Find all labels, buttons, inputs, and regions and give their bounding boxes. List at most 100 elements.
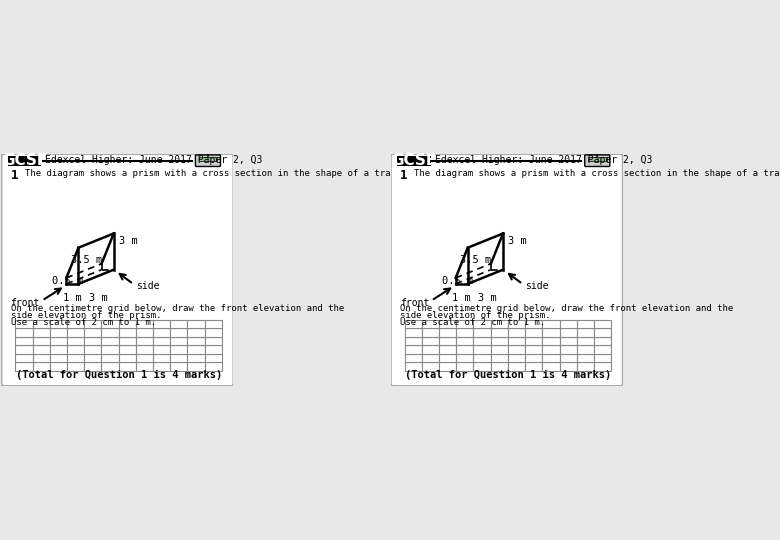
Bar bbox=[559, 337, 576, 346]
FancyBboxPatch shape bbox=[196, 155, 221, 166]
FancyBboxPatch shape bbox=[585, 155, 610, 166]
Bar bbox=[84, 328, 101, 337]
Bar bbox=[542, 337, 559, 346]
Bar bbox=[101, 337, 119, 346]
Bar bbox=[456, 328, 473, 337]
FancyBboxPatch shape bbox=[391, 154, 622, 386]
Bar bbox=[119, 320, 136, 328]
Bar bbox=[187, 346, 204, 354]
Text: 1: 1 bbox=[11, 169, 18, 182]
Bar bbox=[456, 354, 473, 362]
Bar bbox=[136, 320, 153, 328]
Bar bbox=[119, 337, 136, 346]
Text: 3 m: 3 m bbox=[478, 293, 497, 303]
Bar bbox=[405, 346, 422, 354]
Text: On the centimetre grid below, draw the front elevation and the: On the centimetre grid below, draw the f… bbox=[11, 303, 344, 313]
Bar bbox=[576, 362, 594, 371]
Bar bbox=[422, 354, 439, 362]
FancyBboxPatch shape bbox=[397, 156, 431, 166]
Bar bbox=[170, 337, 187, 346]
Bar bbox=[491, 337, 508, 346]
Bar bbox=[153, 346, 170, 354]
Bar bbox=[525, 328, 542, 337]
Text: 3 m: 3 m bbox=[89, 293, 108, 303]
Bar bbox=[405, 354, 422, 362]
Bar bbox=[456, 346, 473, 354]
Bar bbox=[473, 328, 491, 337]
Bar bbox=[33, 320, 50, 328]
Bar bbox=[119, 346, 136, 354]
FancyBboxPatch shape bbox=[8, 156, 41, 166]
Bar bbox=[525, 354, 542, 362]
Bar bbox=[204, 328, 222, 337]
Bar bbox=[33, 328, 50, 337]
Bar bbox=[491, 354, 508, 362]
Text: 0.5 m: 0.5 m bbox=[441, 276, 473, 286]
Bar bbox=[439, 320, 456, 328]
Text: 3 m: 3 m bbox=[508, 235, 526, 246]
Bar bbox=[50, 337, 67, 346]
Bar bbox=[16, 320, 33, 328]
Bar bbox=[119, 362, 136, 371]
Text: (Total for Question 1 is 4 marks): (Total for Question 1 is 4 marks) bbox=[405, 370, 612, 380]
Bar bbox=[439, 337, 456, 346]
Bar bbox=[594, 320, 612, 328]
Bar bbox=[187, 354, 204, 362]
Bar bbox=[136, 346, 153, 354]
Bar bbox=[525, 337, 542, 346]
Bar bbox=[594, 354, 612, 362]
Bar bbox=[508, 354, 525, 362]
Bar bbox=[594, 328, 612, 337]
Bar bbox=[576, 337, 594, 346]
Bar bbox=[16, 346, 33, 354]
Bar bbox=[576, 320, 594, 328]
Bar bbox=[33, 337, 50, 346]
Bar bbox=[422, 337, 439, 346]
Text: 3.5 m: 3.5 m bbox=[71, 255, 102, 265]
Bar bbox=[33, 346, 50, 354]
Bar bbox=[542, 354, 559, 362]
Bar bbox=[153, 337, 170, 346]
Bar bbox=[405, 328, 422, 337]
Text: Use a scale of 2 cm to 1 m.: Use a scale of 2 cm to 1 m. bbox=[400, 318, 545, 327]
Bar bbox=[136, 337, 153, 346]
Bar bbox=[67, 354, 84, 362]
Text: (Total for Question 1 is 4 marks): (Total for Question 1 is 4 marks) bbox=[16, 370, 222, 380]
Bar bbox=[101, 328, 119, 337]
Text: 1 m: 1 m bbox=[63, 293, 82, 303]
Text: 0.5 m: 0.5 m bbox=[52, 276, 83, 286]
Bar bbox=[170, 354, 187, 362]
Bar bbox=[542, 328, 559, 337]
Text: The diagram shows a prism with a cross section in the shape of a trapezium.: The diagram shows a prism with a cross s… bbox=[414, 169, 780, 178]
Text: side: side bbox=[525, 281, 548, 292]
Text: front: front bbox=[399, 298, 429, 308]
Bar bbox=[491, 328, 508, 337]
Bar bbox=[67, 328, 84, 337]
Bar bbox=[588, 157, 607, 161]
Bar bbox=[491, 346, 508, 354]
Bar bbox=[187, 320, 204, 328]
Bar bbox=[153, 354, 170, 362]
Bar bbox=[136, 354, 153, 362]
Bar bbox=[542, 362, 559, 371]
Bar bbox=[204, 346, 222, 354]
Bar bbox=[594, 346, 612, 354]
Text: 1: 1 bbox=[400, 169, 407, 182]
Bar bbox=[204, 320, 222, 328]
Bar bbox=[473, 346, 491, 354]
Bar bbox=[204, 354, 222, 362]
Bar bbox=[559, 354, 576, 362]
Bar bbox=[101, 362, 119, 371]
Bar bbox=[439, 354, 456, 362]
Bar bbox=[187, 328, 204, 337]
Bar bbox=[16, 354, 33, 362]
Text: GCSE: GCSE bbox=[392, 153, 437, 168]
Bar bbox=[491, 362, 508, 371]
Bar bbox=[136, 328, 153, 337]
Bar bbox=[422, 346, 439, 354]
Bar bbox=[84, 337, 101, 346]
Bar bbox=[576, 354, 594, 362]
Bar bbox=[594, 362, 612, 371]
Text: GCSE: GCSE bbox=[2, 153, 48, 168]
Bar bbox=[170, 346, 187, 354]
